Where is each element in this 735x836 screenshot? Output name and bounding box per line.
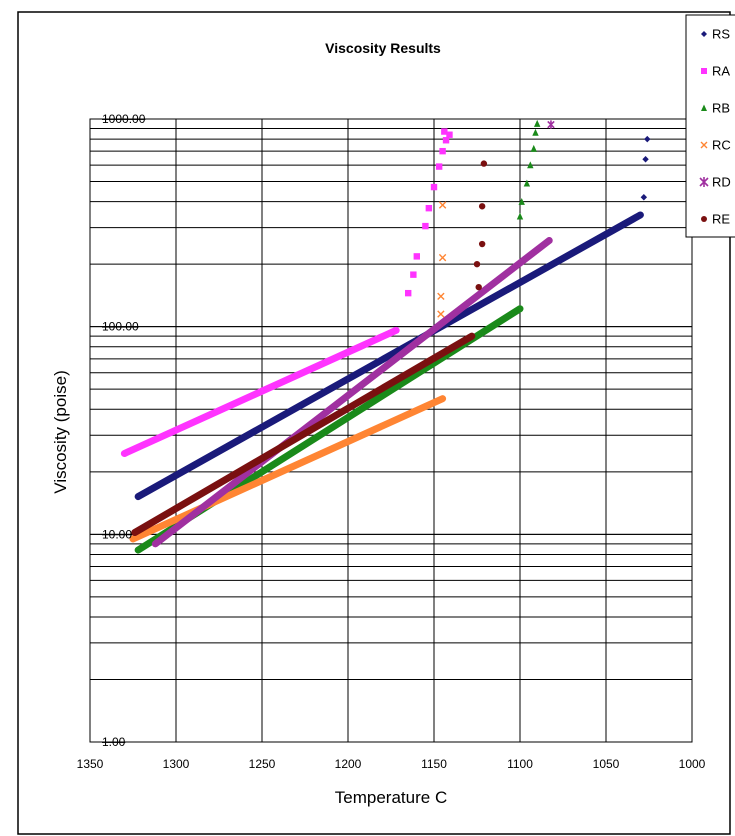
legend-marker-rs xyxy=(701,31,707,37)
series-re-point xyxy=(478,203,486,210)
x-tick-label: 1300 xyxy=(163,757,190,771)
legend-marker-rc xyxy=(700,141,708,149)
series-rb-point xyxy=(532,128,539,136)
tick-labels: 1350 1300 1250 1200 1150 1100 1050 1000 1000.00 1… xyxy=(77,112,706,771)
series-layer xyxy=(120,119,651,554)
series-ra-point xyxy=(439,147,446,155)
series-rd xyxy=(151,120,555,548)
x-tick-label: 1050 xyxy=(593,757,620,771)
legend-label-rd: RD xyxy=(712,175,731,190)
x-tick-label: 1000 xyxy=(679,757,706,771)
legend-marker-ra xyxy=(701,68,707,74)
series-re-trend-line xyxy=(131,332,476,537)
legend-entries: RS RA RB RC RD RE xyxy=(699,27,731,227)
x-tick-label: 1200 xyxy=(335,757,362,771)
series-ra-point xyxy=(410,271,417,278)
legend-entry-ra: RA xyxy=(701,64,730,79)
chart-title: Viscosity Results xyxy=(325,40,441,56)
legend-entry-rc: RC xyxy=(700,138,731,153)
legend-entry-re: RE xyxy=(701,212,730,227)
series-re-point xyxy=(480,160,488,167)
legend-entry-rb: RB xyxy=(701,101,730,116)
x-tick-label: 1350 xyxy=(77,757,104,771)
x-tick-label: 1100 xyxy=(507,757,533,771)
series-rd-trend-line xyxy=(151,236,553,548)
series-ra-point xyxy=(441,128,448,135)
series-rs xyxy=(134,135,651,501)
series-ra-point xyxy=(435,163,443,170)
series-rb-point xyxy=(527,161,534,169)
legend-entry-rs: RS xyxy=(701,27,730,42)
legend-marker-rb xyxy=(701,104,707,111)
series-ra-trend-line xyxy=(120,326,400,458)
legend xyxy=(685,14,735,238)
x-axis-label: Temperature C xyxy=(335,788,447,807)
series-ra-point xyxy=(442,137,450,144)
series-rc-trend-line xyxy=(129,395,447,543)
series-rs-point xyxy=(640,194,648,201)
legend-label-re: RE xyxy=(712,212,730,227)
legend-marker-rd xyxy=(699,177,709,187)
y-axis-label: Viscosity (poise) xyxy=(51,370,70,493)
series-rs-trend-line xyxy=(134,211,644,501)
legend-label-rb: RB xyxy=(712,101,730,116)
series-re-point xyxy=(478,240,486,248)
series-rb-point xyxy=(523,179,531,187)
series-rs-point xyxy=(644,135,651,143)
x-tick-label: 1150 xyxy=(421,757,447,771)
y-tick-label: 10.00 xyxy=(102,527,132,541)
series-rc-point xyxy=(437,310,445,318)
legend-entry-rd: RD xyxy=(699,175,731,190)
series-rc-point xyxy=(438,201,447,209)
legend-marker-re xyxy=(701,216,707,222)
series-rb-point xyxy=(516,212,524,220)
series-rb-point xyxy=(534,119,541,127)
series-rc xyxy=(129,201,447,543)
series-ra-point xyxy=(413,253,420,260)
y-tick-label: 1000.00 xyxy=(102,112,146,126)
series-rs-point xyxy=(642,156,649,163)
series-ra-point xyxy=(446,131,453,138)
y-tick-label: 1.00 xyxy=(102,735,126,749)
series-ra-point xyxy=(425,204,433,212)
series-re-point xyxy=(475,283,482,291)
series-re-point xyxy=(473,260,481,268)
series-rb-point xyxy=(530,144,537,152)
plot-area xyxy=(89,118,693,743)
series-ra xyxy=(120,128,453,458)
series-rc-point xyxy=(437,292,445,301)
legend-label-rs: RS xyxy=(712,27,730,42)
series-rd-point xyxy=(547,120,555,129)
series-ra-point xyxy=(430,183,438,191)
y-tick-label: 100.00 xyxy=(102,320,139,334)
series-ra-point xyxy=(422,222,429,230)
legend-label-ra: RA xyxy=(712,64,730,79)
legend-label-rc: RC xyxy=(712,138,731,153)
x-tick-label: 1250 xyxy=(249,757,276,771)
series-ra-point xyxy=(405,289,412,297)
series-re xyxy=(131,160,488,537)
series-rb-point xyxy=(518,197,525,205)
series-rc-point xyxy=(438,253,447,262)
